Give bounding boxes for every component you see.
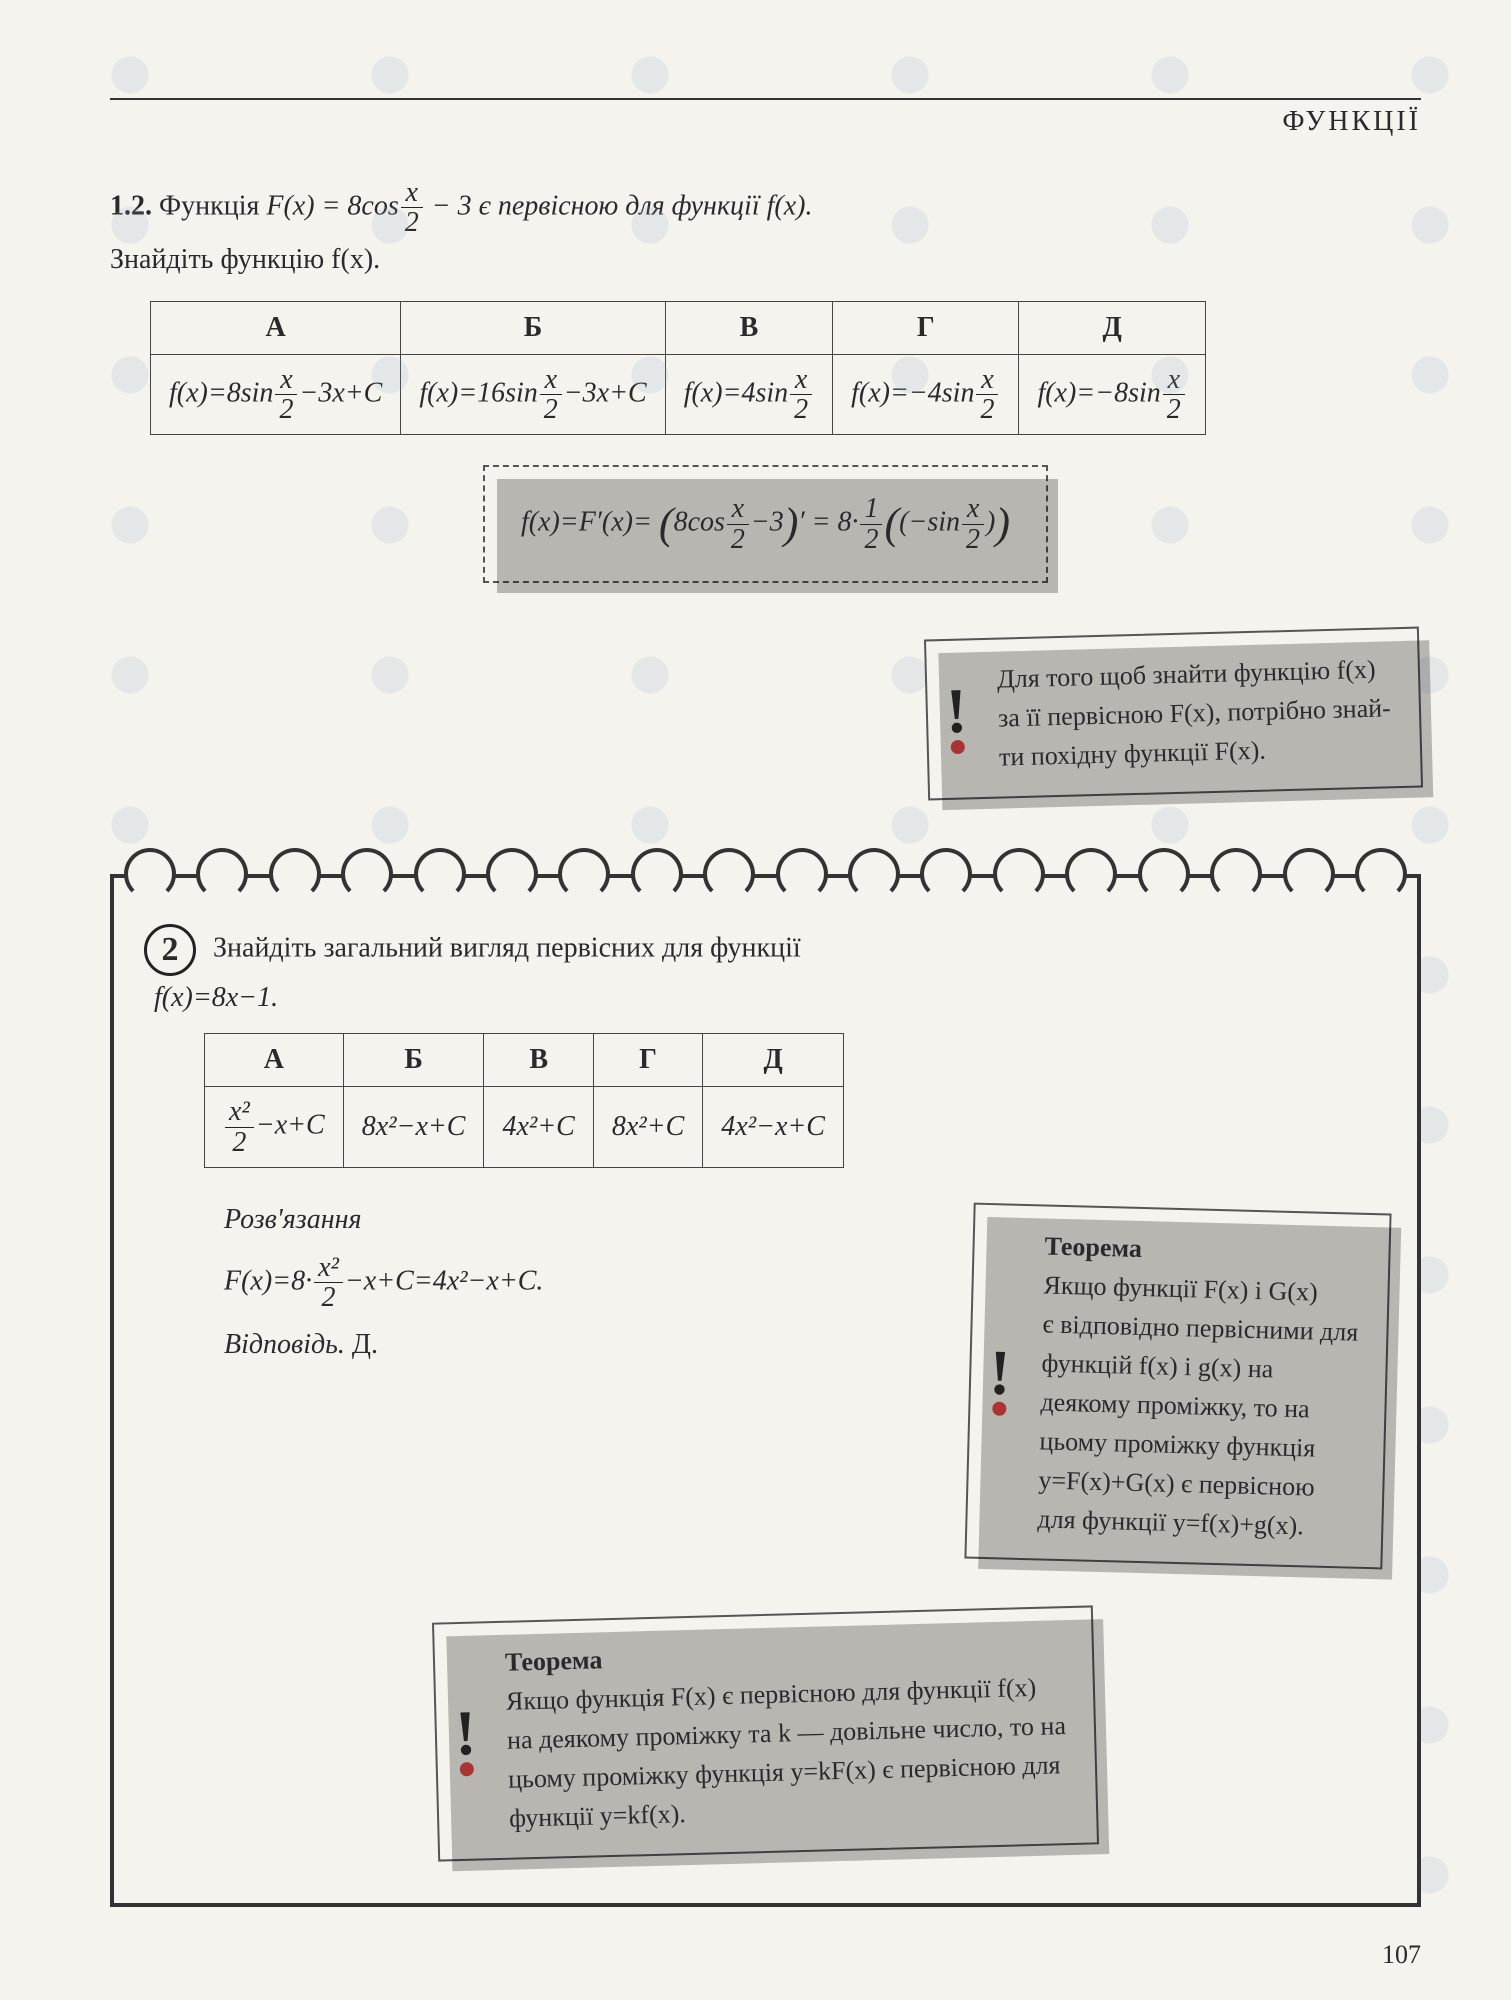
problem-2-statement: 2 Знайдіть загальний вигляд первісних дл… xyxy=(144,924,1387,976)
theorem-box-1: ! Теорема Якщо функції F(x) і G(x) є від… xyxy=(965,1203,1392,1570)
col-head: Г xyxy=(833,301,1019,354)
formula: F(x) = 8cos xyxy=(266,190,398,221)
col-head: В xyxy=(484,1034,593,1087)
col-head: Д xyxy=(703,1034,844,1087)
solution-line: F(x)=8·x²2−x+C=4x²−x+C. xyxy=(224,1253,939,1313)
spiral-binding xyxy=(110,848,1421,900)
text: Знайдіть функцію f(x). xyxy=(110,238,1421,283)
page-number: 107 xyxy=(1382,1940,1421,1970)
choice-G: 8x²+C xyxy=(593,1087,702,1168)
work-box: f(x)=F′(x)= (8cosx2−3)′ = 8·12((−sinx2)) xyxy=(483,465,1048,583)
col-head: Д xyxy=(1019,301,1205,354)
problem-1-2-statement: 1.2. Функція F(x) = 8cosx2 − 3 є первісн… xyxy=(110,178,1421,283)
choice-G: f(x)=−4sinx2 xyxy=(833,354,1019,435)
col-head: В xyxy=(665,301,832,354)
section-header: ФУНКЦІЇ xyxy=(110,106,1421,138)
problem-number-circle: 2 xyxy=(144,924,196,976)
choice-B: 8x²−x+C xyxy=(343,1087,484,1168)
theorem-box-2: ! Теорема Якщо функція F(x) є первісною … xyxy=(432,1605,1099,1861)
notebook-panel: 2 Знайдіть загальний вигляд первісних дл… xyxy=(110,874,1421,1907)
choice-D: f(x)=−8sinx2 xyxy=(1019,354,1205,435)
page: ФУНКЦІЇ 1.2. Функція F(x) = 8cosx2 − 3 є… xyxy=(0,0,1511,2000)
choices-table-1: А Б В Г Д f(x)=8sinx2−3x+C f(x)=16sinx2−… xyxy=(150,301,1206,436)
problem-number: 1.2. xyxy=(110,190,152,221)
choice-V: 4x²+C xyxy=(484,1087,593,1168)
choice-V: f(x)=4sinx2 xyxy=(665,354,832,435)
col-head: Б xyxy=(343,1034,484,1087)
col-head: А xyxy=(205,1034,344,1087)
col-head: А xyxy=(151,301,401,354)
choice-A: f(x)=8sinx2−3x+C xyxy=(151,354,401,435)
problem-2-func: f(x)=8x−1. xyxy=(154,976,1387,1021)
text: Функція xyxy=(159,190,266,221)
tip-line: ти похідну функції F(x). xyxy=(999,728,1393,777)
tip-box-1: ! Для того щоб знайти функцію f(x) за її… xyxy=(924,627,1423,801)
header-rule xyxy=(110,98,1421,100)
col-head: Г xyxy=(593,1034,702,1087)
formula: − 3 є первісною для функції f(x). xyxy=(425,190,813,221)
exclamation-icon: ! xyxy=(945,685,968,755)
choice-A: x²2−x+C xyxy=(205,1087,344,1168)
fraction: x2 xyxy=(401,178,423,238)
solution-label: Розв'язання xyxy=(224,1198,939,1243)
choices-table-2: А Б В Г Д x²2−x+C 8x²−x+C 4x²+C 8x²+C 4x… xyxy=(204,1033,844,1168)
choice-D: 4x²−x+C xyxy=(703,1087,844,1168)
exclamation-icon: ! xyxy=(988,1346,1011,1416)
choice-B: f(x)=16sinx2−3x+C xyxy=(401,354,665,435)
exclamation-icon: ! xyxy=(454,1706,477,1776)
answer-line: Відповідь. Д. xyxy=(224,1323,939,1368)
col-head: Б xyxy=(401,301,665,354)
